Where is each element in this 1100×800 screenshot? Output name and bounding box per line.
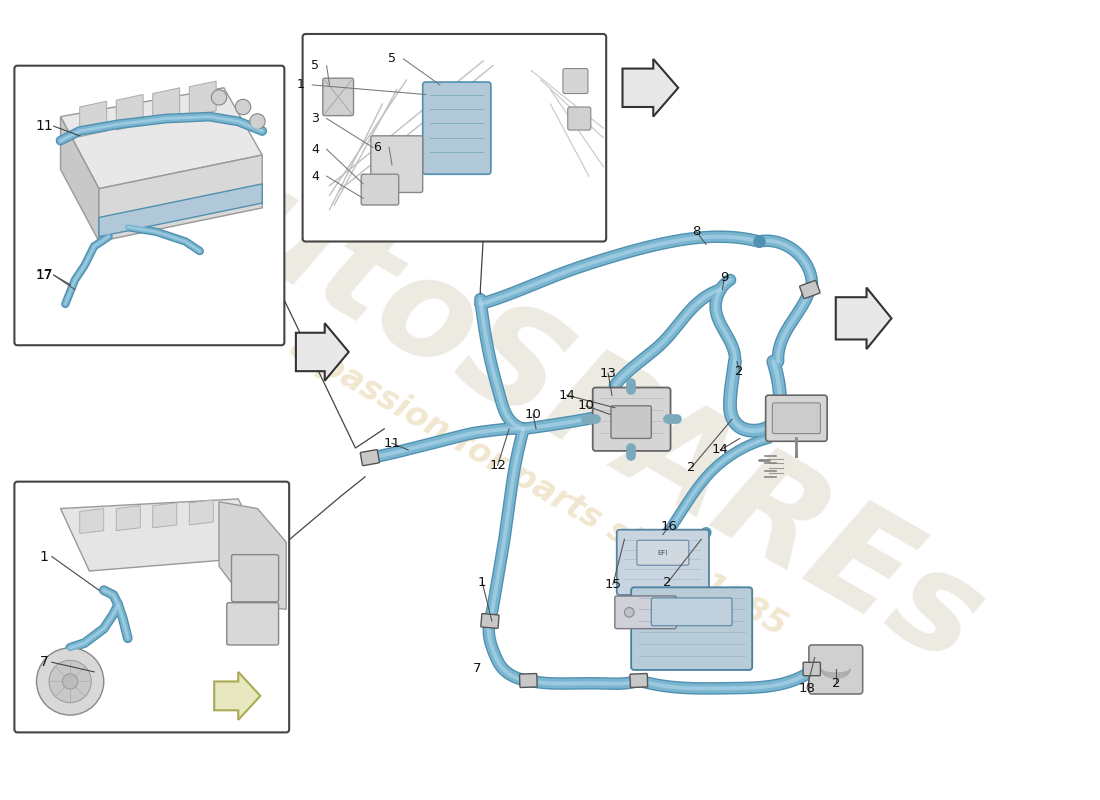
Polygon shape xyxy=(117,94,143,130)
Text: 5: 5 xyxy=(388,53,396,66)
Text: 9: 9 xyxy=(720,270,728,283)
Polygon shape xyxy=(623,59,679,117)
Text: 11: 11 xyxy=(384,437,400,450)
Text: 3: 3 xyxy=(311,112,319,125)
FancyBboxPatch shape xyxy=(631,587,752,670)
FancyBboxPatch shape xyxy=(766,395,827,442)
Text: 7: 7 xyxy=(473,662,482,675)
FancyBboxPatch shape xyxy=(617,530,710,595)
FancyBboxPatch shape xyxy=(772,403,821,434)
Polygon shape xyxy=(117,506,141,530)
Text: 5: 5 xyxy=(311,59,319,72)
Text: 2: 2 xyxy=(663,576,672,589)
Text: 11: 11 xyxy=(35,119,53,134)
Text: autoSPAREs: autoSPAREs xyxy=(128,108,1005,692)
FancyBboxPatch shape xyxy=(630,674,648,687)
Polygon shape xyxy=(296,323,349,381)
Text: 10: 10 xyxy=(578,399,594,412)
FancyBboxPatch shape xyxy=(800,281,820,298)
Text: 4: 4 xyxy=(311,170,319,182)
FancyBboxPatch shape xyxy=(803,662,821,676)
Circle shape xyxy=(235,99,251,114)
Text: 14: 14 xyxy=(559,389,575,402)
FancyBboxPatch shape xyxy=(615,596,676,629)
Polygon shape xyxy=(99,155,262,242)
FancyBboxPatch shape xyxy=(651,598,732,626)
Text: 4: 4 xyxy=(311,142,319,156)
Circle shape xyxy=(211,90,227,105)
Polygon shape xyxy=(153,502,177,528)
FancyBboxPatch shape xyxy=(519,674,537,687)
FancyBboxPatch shape xyxy=(227,602,278,645)
Text: 1: 1 xyxy=(40,550,48,563)
FancyBboxPatch shape xyxy=(637,540,689,566)
Circle shape xyxy=(250,114,265,129)
Polygon shape xyxy=(219,502,286,610)
Text: 12: 12 xyxy=(490,459,506,472)
FancyBboxPatch shape xyxy=(422,82,491,174)
Text: 6: 6 xyxy=(374,141,382,154)
Polygon shape xyxy=(99,184,262,237)
FancyBboxPatch shape xyxy=(361,174,398,205)
Text: 2: 2 xyxy=(736,365,744,378)
Polygon shape xyxy=(79,509,103,534)
FancyBboxPatch shape xyxy=(371,136,422,193)
Text: 2: 2 xyxy=(832,677,840,690)
FancyBboxPatch shape xyxy=(481,614,499,628)
Text: EFI: EFI xyxy=(658,550,668,556)
Polygon shape xyxy=(60,499,267,571)
FancyBboxPatch shape xyxy=(593,387,671,451)
Text: 18: 18 xyxy=(799,682,815,694)
Text: 2: 2 xyxy=(688,461,696,474)
Polygon shape xyxy=(60,117,99,242)
Text: 1: 1 xyxy=(478,576,486,589)
Text: 8: 8 xyxy=(692,226,701,238)
Text: a passion for parts since 1985: a passion for parts since 1985 xyxy=(284,330,792,642)
Circle shape xyxy=(50,660,91,702)
FancyBboxPatch shape xyxy=(610,406,651,438)
FancyBboxPatch shape xyxy=(302,34,606,242)
FancyBboxPatch shape xyxy=(231,554,278,602)
Polygon shape xyxy=(189,81,216,117)
Text: 7: 7 xyxy=(40,655,48,670)
Circle shape xyxy=(625,607,634,617)
Polygon shape xyxy=(189,500,213,525)
Polygon shape xyxy=(153,88,179,123)
FancyBboxPatch shape xyxy=(808,645,862,694)
Circle shape xyxy=(63,674,78,689)
FancyBboxPatch shape xyxy=(322,78,353,116)
Text: 15: 15 xyxy=(604,578,622,591)
Text: 14: 14 xyxy=(712,443,729,457)
Text: 1: 1 xyxy=(297,78,305,91)
Circle shape xyxy=(36,648,103,715)
FancyBboxPatch shape xyxy=(14,66,285,346)
Polygon shape xyxy=(836,288,891,349)
Text: 10: 10 xyxy=(525,408,541,421)
FancyBboxPatch shape xyxy=(14,482,289,732)
FancyBboxPatch shape xyxy=(568,107,591,130)
FancyBboxPatch shape xyxy=(563,69,587,94)
Text: 17: 17 xyxy=(35,268,53,282)
Text: 13: 13 xyxy=(600,366,617,380)
Polygon shape xyxy=(214,672,261,720)
FancyBboxPatch shape xyxy=(361,450,379,466)
Text: 16: 16 xyxy=(660,520,678,534)
Text: 17: 17 xyxy=(35,269,53,282)
Polygon shape xyxy=(60,88,262,189)
Polygon shape xyxy=(79,102,107,137)
